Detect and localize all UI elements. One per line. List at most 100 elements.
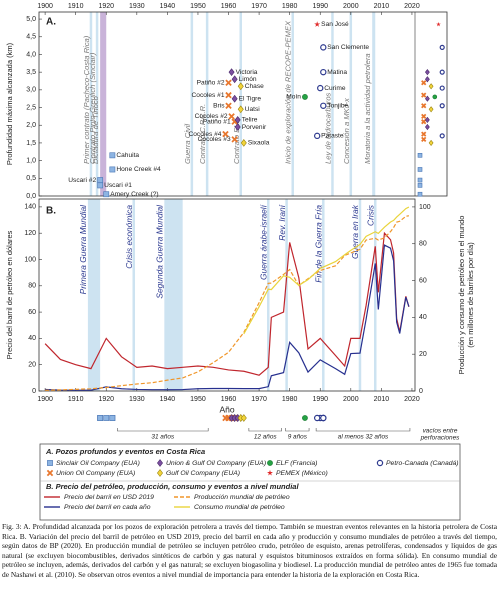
x-tick-label: 1940 xyxy=(160,3,176,10)
caption: Fig. 3: A. Profundidad alcanzada por los… xyxy=(2,522,497,579)
well-marker xyxy=(421,80,427,86)
event-band xyxy=(331,12,334,196)
well-marker xyxy=(428,139,434,147)
x-tick-label: 1960 xyxy=(221,3,237,10)
y-tick-label: 60 xyxy=(28,309,36,316)
well-marker xyxy=(237,105,244,114)
event-label: Primera Guerra Mundial xyxy=(78,204,88,295)
event-band xyxy=(372,12,376,196)
legend-marker xyxy=(46,469,54,477)
well-label: Uatsi xyxy=(245,106,261,113)
well-label: Chase xyxy=(245,83,264,90)
event-label: Contrato C.P.C.R. xyxy=(198,104,207,164)
x-tick-label: 2000 xyxy=(343,3,359,10)
well-marker xyxy=(313,414,321,422)
well-marker xyxy=(439,44,445,50)
y-tick-label: 2,0 xyxy=(26,122,36,129)
well-marker xyxy=(417,191,423,197)
well-label: Cocoles #1 xyxy=(192,92,225,99)
well-marker xyxy=(439,85,445,91)
event-label: Guerra árabe-israelí xyxy=(258,204,268,280)
legend-label: ELF (Francia) xyxy=(276,460,317,467)
x-tick-label: 1920 xyxy=(98,396,114,403)
well-marker xyxy=(222,414,229,422)
well-marker xyxy=(228,113,235,120)
well-label: Bris xyxy=(213,103,225,110)
x-tick-label: 1900 xyxy=(37,396,53,403)
series-line xyxy=(243,206,410,335)
x-tick-label: 1950 xyxy=(190,3,206,10)
gap-label: 31 años xyxy=(151,434,175,441)
gap-bracket xyxy=(315,428,411,432)
x-tick-label: 1920 xyxy=(98,3,114,10)
well-label: Cahuita xyxy=(116,152,139,159)
x-tick-label: 2010 xyxy=(374,396,390,403)
x-tick-label: 1940 xyxy=(160,396,176,403)
y-tick-label: 100 xyxy=(24,256,36,263)
well-marker xyxy=(228,68,235,77)
well-marker xyxy=(222,130,229,138)
x-tick-label: 1970 xyxy=(251,3,267,10)
y2-tick-label: 20 xyxy=(419,351,427,358)
event-band xyxy=(87,199,101,391)
y-tick-label: 0,5 xyxy=(26,175,36,182)
well-marker xyxy=(97,182,104,189)
panel-letter: A. xyxy=(46,17,56,28)
well-label: Moín xyxy=(286,94,301,101)
x-tick-label: 2020 xyxy=(404,3,420,10)
well-label: Porvenir xyxy=(242,124,267,131)
y2-tick-label: 80 xyxy=(419,241,427,248)
legend-label: Precio del barril en USD 2019 xyxy=(64,494,154,501)
well-label: Matina xyxy=(327,69,347,76)
well-marker xyxy=(302,94,308,100)
legend-label: Union & Gulf Oil Company (EUA) xyxy=(166,460,266,467)
well-marker xyxy=(421,103,427,109)
event-band xyxy=(190,12,194,196)
y-tick-label: 3,0 xyxy=(26,87,36,94)
event-band xyxy=(285,199,288,391)
legend-label: Union Oil Company (EUA) xyxy=(56,470,135,477)
y-tick-label: 2,5 xyxy=(26,104,36,111)
y-tick-label: 0,0 xyxy=(26,193,36,200)
event-label: Inicio de exploración de RECOPE-PEMEX xyxy=(284,20,293,164)
x-tick-label: 1960 xyxy=(221,396,237,403)
well-marker xyxy=(428,83,434,90)
well-marker xyxy=(240,414,247,422)
event-band xyxy=(100,12,107,196)
y-tick-label: 1,0 xyxy=(26,157,36,164)
event-band xyxy=(267,199,270,391)
event-label: Fin de la Guerra Fría xyxy=(314,205,324,283)
well-marker xyxy=(421,113,427,120)
well-marker xyxy=(421,136,427,143)
well-marker xyxy=(240,139,247,147)
x-tick-label: 1990 xyxy=(312,396,328,403)
y2-tick-label: 40 xyxy=(419,314,427,321)
event-band xyxy=(374,199,377,391)
event-band xyxy=(205,12,209,196)
gap-note: vacíos entre xyxy=(423,428,458,435)
figure: A. B. Profundidad máxima alcanzada (km) … xyxy=(5,3,475,521)
well-marker xyxy=(320,414,327,422)
event-label: Primer contrato (Pacheco-Costa Rica) xyxy=(82,35,91,164)
event-label: Ley de hidrocarburos xyxy=(323,92,332,164)
series-line xyxy=(44,231,410,376)
x-tick-label: 1930 xyxy=(129,3,145,10)
well-marker xyxy=(225,102,232,110)
well-marker xyxy=(439,103,445,109)
well-marker xyxy=(320,102,327,109)
legend-box xyxy=(39,443,461,521)
x-tick-label: 1900 xyxy=(37,3,53,10)
y-tick-label: 0 xyxy=(32,388,36,395)
well-label: Patiño #2 xyxy=(197,80,225,87)
legend-marker xyxy=(47,460,53,466)
event-label: Rev. Iraní xyxy=(277,204,287,240)
legend-title: B. Precio del petróleo, producción, cons… xyxy=(46,482,299,491)
x-tick-label: 1980 xyxy=(282,3,298,10)
legend-marker xyxy=(157,459,163,467)
x-tick-label: 1950 xyxy=(190,396,206,403)
well-marker xyxy=(225,91,232,99)
well-marker xyxy=(320,68,327,76)
y2-tick-label: 100 xyxy=(419,204,431,211)
well-marker xyxy=(97,415,104,421)
well-marker xyxy=(103,191,110,198)
